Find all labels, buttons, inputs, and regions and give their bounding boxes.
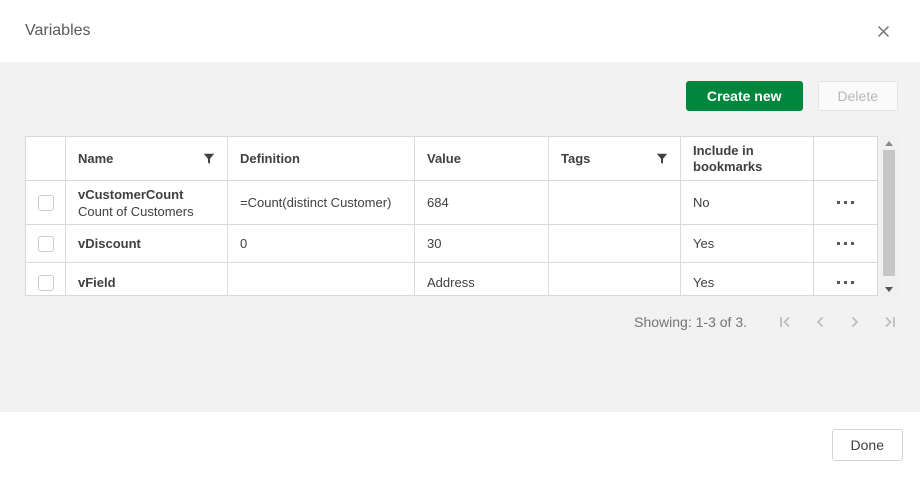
column-header-include[interactable]: Include in bookmarks xyxy=(681,137,814,180)
scrollbar-thumb[interactable] xyxy=(883,150,895,276)
value-cell: Address xyxy=(415,263,549,295)
table-header-row: Name Definition Value Tags Include in xyxy=(26,137,877,181)
variable-name: vField xyxy=(78,275,116,290)
variable-name: vDiscount xyxy=(78,236,141,251)
row-checkbox[interactable] xyxy=(37,235,54,252)
include-cell: Yes xyxy=(681,263,814,295)
next-page-icon[interactable] xyxy=(847,314,863,330)
scroll-down-icon[interactable] xyxy=(880,282,898,296)
row-checkbox[interactable] xyxy=(37,274,54,291)
row-menu-icon[interactable] xyxy=(835,197,856,208)
definition-cell: =Count(distinct Customer) xyxy=(228,181,415,224)
variable-description: Count of Customers xyxy=(78,203,194,219)
table-grid: Name Definition Value Tags Include in xyxy=(25,136,878,296)
row-checkbox-cell xyxy=(26,263,66,295)
pagination: Showing: 1-3 of 3. xyxy=(25,314,898,330)
first-page-icon[interactable] xyxy=(777,314,793,330)
tags-header-label: Tags xyxy=(561,150,591,166)
scrollbar-track[interactable] xyxy=(880,150,898,282)
actions-cell xyxy=(814,181,877,224)
include-cell: Yes xyxy=(681,225,814,262)
value-cell: 684 xyxy=(415,181,549,224)
variables-table: Name Definition Value Tags Include in xyxy=(25,136,898,296)
name-header-label: Name xyxy=(78,150,114,166)
filter-icon[interactable] xyxy=(656,153,668,165)
name-cell: vField xyxy=(66,263,228,295)
dialog-footer: Done xyxy=(0,412,920,477)
definition-cell xyxy=(228,263,415,295)
showing-status: Showing: 1-3 of 3. xyxy=(634,314,747,330)
actions-cell xyxy=(814,263,877,295)
include-header-label: Include in bookmarks xyxy=(693,142,763,174)
value-cell: 30 xyxy=(415,225,549,262)
table-row[interactable]: vDiscount 0 30 Yes xyxy=(26,225,877,263)
toolbar: Create new Delete xyxy=(25,62,898,111)
value-header-label: Value xyxy=(427,150,461,166)
header-checkbox-cell xyxy=(26,137,66,180)
page-navigation xyxy=(777,314,898,330)
tags-cell xyxy=(549,225,681,262)
done-button[interactable]: Done xyxy=(831,428,903,461)
table-scrollbar[interactable] xyxy=(880,136,898,296)
tags-cell xyxy=(549,263,681,295)
name-cell: vDiscount xyxy=(66,225,228,262)
column-header-value[interactable]: Value xyxy=(415,137,549,180)
variable-name: vCustomerCount xyxy=(78,186,184,202)
close-icon[interactable] xyxy=(872,20,894,42)
tags-cell xyxy=(549,181,681,224)
definition-cell: 0 xyxy=(228,225,415,262)
row-menu-icon[interactable] xyxy=(835,277,856,288)
actions-cell xyxy=(814,225,877,262)
name-cell: vCustomerCount Count of Customers xyxy=(66,181,228,224)
table-row[interactable]: vCustomerCount Count of Customers =Count… xyxy=(26,181,877,225)
dialog-header: Variables xyxy=(0,0,920,62)
definition-header-label: Definition xyxy=(240,150,300,166)
column-header-name[interactable]: Name xyxy=(66,137,228,180)
dialog-body: Create new Delete Name Definition Val xyxy=(0,62,920,412)
row-menu-icon[interactable] xyxy=(835,238,856,249)
last-page-icon[interactable] xyxy=(882,314,898,330)
column-header-definition[interactable]: Definition xyxy=(228,137,415,180)
filter-icon[interactable] xyxy=(203,153,215,165)
row-checkbox[interactable] xyxy=(37,194,54,211)
create-new-button[interactable]: Create new xyxy=(685,81,803,111)
row-checkbox-cell xyxy=(26,225,66,262)
table-row[interactable]: vField Address Yes xyxy=(26,263,877,295)
previous-page-icon[interactable] xyxy=(812,314,828,330)
include-cell: No xyxy=(681,181,814,224)
column-header-tags[interactable]: Tags xyxy=(549,137,681,180)
scroll-up-icon[interactable] xyxy=(880,136,898,150)
row-checkbox-cell xyxy=(26,181,66,224)
delete-button[interactable]: Delete xyxy=(817,81,898,111)
dialog-title: Variables xyxy=(25,22,91,39)
header-actions-cell xyxy=(814,137,877,180)
